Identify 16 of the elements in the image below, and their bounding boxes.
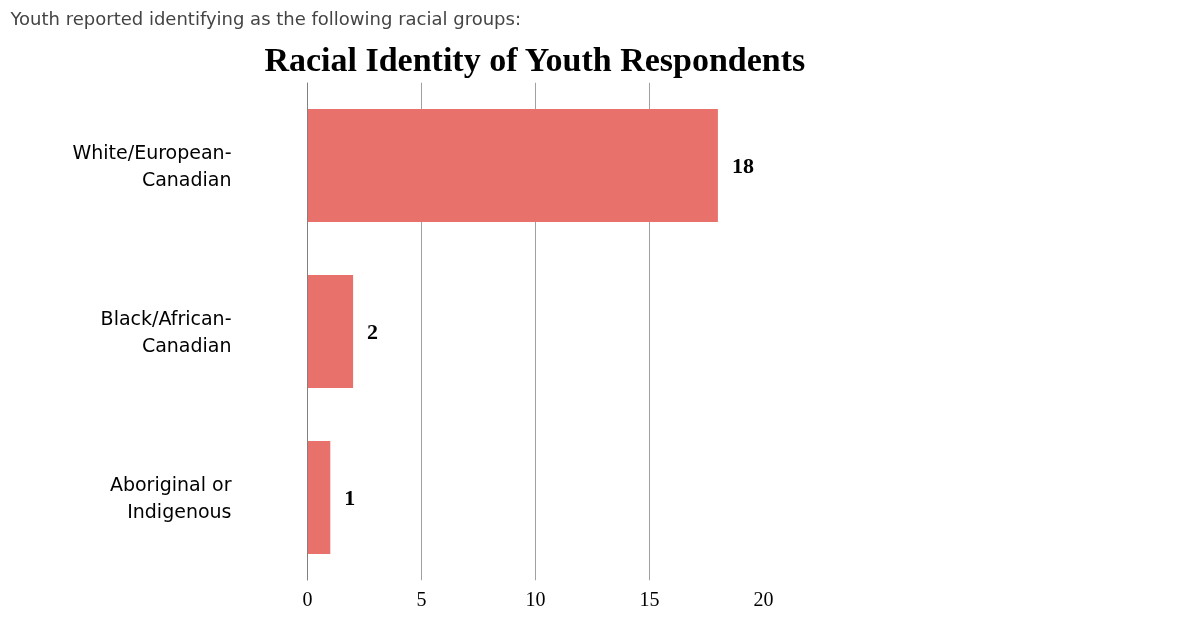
bar [307,441,331,554]
y-tick-label: Black/African- Canadian [100,307,232,356]
text: Youth reported identifying as the following racial groups: [9,7,521,29]
data-label: 18 [731,152,754,178]
x-tick-label: 20 [753,587,774,610]
x-tick-label: 5 [416,587,427,610]
chart-title: Racial Identity of Youth Respondents [264,40,806,78]
x-tick-label: 0 [302,587,313,610]
data-label: 2 [367,318,379,344]
bar [307,275,354,388]
y-tick-label: White/European- Canadian [72,141,232,190]
y-tick-label: Aboriginal or Indigenous [109,473,232,522]
x-tick-label: 10 [525,587,546,610]
data-label: 1 [344,484,356,510]
bar [307,109,718,222]
x-tick-label: 15 [639,587,660,610]
